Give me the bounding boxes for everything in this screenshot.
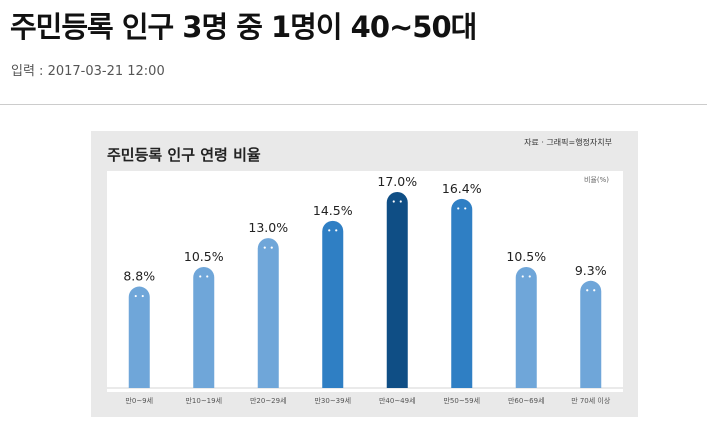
data-label: 16.4% [442, 181, 482, 196]
x-tick-label: 만0~9세 [125, 397, 154, 405]
bar-chart: 8.8% 10.5% 13.0% 14.5% 17.0% 16.4% 10.5% 9.3% [107, 174, 623, 389]
bar [257, 238, 279, 388]
bar-eye [399, 200, 402, 203]
bar [322, 220, 344, 388]
unit-label: 비율(%) [584, 176, 609, 184]
chart-title: 주민등록 인구 연령 비율 [107, 146, 261, 164]
bar-eye [270, 246, 273, 249]
bar [515, 266, 537, 388]
article-dateline: 입력 : 2017-03-21 12:00 [11, 64, 165, 79]
x-tick-label: 만 70세 이상 [571, 397, 611, 405]
bar-eye [134, 294, 137, 298]
bar-group: 16.4% [442, 181, 482, 388]
bar-eye [392, 200, 395, 203]
bar-eye [141, 294, 144, 298]
chart-source: 자료 · 그래픽=행정자치부 [524, 138, 612, 147]
bar-eye [199, 275, 202, 278]
bar-group: 10.5% [506, 249, 546, 388]
x-tick-label: 만40~49세 [378, 397, 416, 405]
bar [451, 198, 473, 388]
x-tick-label: 만10~19세 [185, 397, 223, 405]
data-label: 14.5% [313, 203, 353, 218]
bar-eye [263, 246, 266, 249]
data-label: 8.8% [123, 269, 155, 284]
bar-group: 13.0% [248, 220, 288, 388]
bar-eye [586, 289, 589, 292]
bar [193, 266, 215, 388]
bar-group: 17.0% [377, 174, 417, 388]
x-tick-label: 만30~39세 [314, 397, 352, 405]
x-tick-label: 만20~29세 [249, 397, 287, 405]
bar-eye [593, 289, 596, 292]
bar-eye [521, 275, 524, 278]
bar-group: 14.5% [313, 203, 353, 388]
data-label: 13.0% [248, 220, 288, 235]
bar-eye [528, 275, 531, 278]
bar [580, 280, 602, 388]
x-tick-label: 만50~59세 [443, 397, 481, 405]
x-tick-label: 만60~69세 [507, 397, 545, 405]
bar-group: 10.5% [184, 249, 224, 388]
x-axis-labels: 만0~9세 만10~19세 만20~29세 만30~39세 만40~49세 만50~59세… [107, 393, 623, 411]
bar-eye [335, 229, 338, 232]
bar [386, 192, 408, 388]
bar-group: 9.3% [575, 263, 607, 388]
article-headline: 주민등록 인구 3명 중 1명이 40~50대 [10, 10, 477, 44]
data-label: 17.0% [377, 174, 417, 189]
header-divider [0, 104, 707, 105]
bar [128, 286, 150, 388]
data-label: 10.5% [506, 249, 546, 264]
data-label: 10.5% [184, 249, 224, 264]
chart-card: 주민등록 인구 연령 비율 자료 · 그래픽=행정자치부 비율(%) 8.8% 1… [91, 131, 638, 417]
bar-eye [464, 207, 467, 210]
data-label: 9.3% [575, 263, 607, 278]
bar-eye [328, 229, 331, 232]
bar-eye [206, 275, 209, 278]
bar-group: 8.8% [123, 269, 155, 388]
bar-eye [457, 207, 460, 210]
plot-panel: 비율(%) 8.8% 10.5% 13.0% 14.5% 17.0% 16.4% 10.5%… [107, 171, 623, 392]
